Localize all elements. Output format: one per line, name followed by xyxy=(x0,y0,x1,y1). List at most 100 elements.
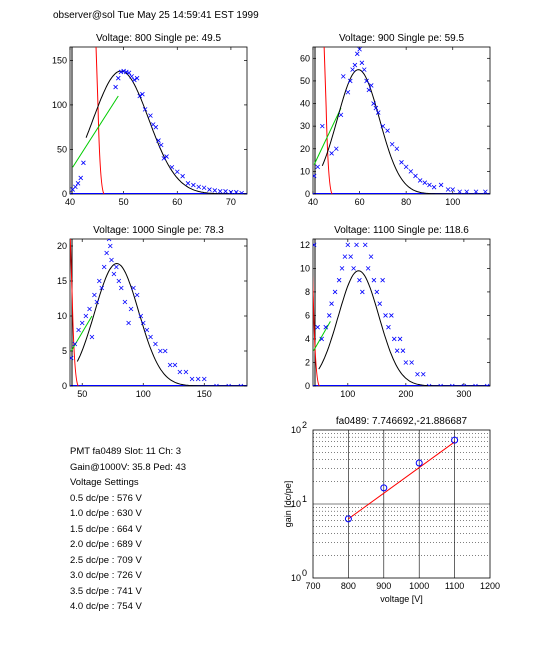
x-tick-label: 300 xyxy=(456,389,471,399)
data-point xyxy=(362,242,368,248)
data-point xyxy=(138,313,144,319)
data-point xyxy=(373,105,379,111)
low-fit-line xyxy=(313,321,331,351)
data-point xyxy=(438,383,443,386)
data-point xyxy=(113,84,118,90)
data-point xyxy=(371,277,377,283)
data-point xyxy=(140,320,146,326)
data-point xyxy=(94,299,100,305)
data-point xyxy=(161,156,167,161)
pmt-info-panel: PMT fa0489 Slot: 11 Ch: 3 Gain@1000V: 35… xyxy=(70,444,186,615)
y-tick-label: 5 xyxy=(62,346,67,356)
data-point xyxy=(238,383,244,386)
data-point xyxy=(417,178,423,183)
low-fit-line xyxy=(72,95,119,168)
data-point xyxy=(158,348,163,354)
data-point xyxy=(118,69,124,75)
data-point xyxy=(122,299,128,305)
y-tick-label: 10 xyxy=(291,499,301,509)
data-point xyxy=(354,51,360,57)
data-point xyxy=(89,334,95,340)
data-point xyxy=(148,334,153,340)
y-tick-label: 15 xyxy=(57,276,67,286)
data-point xyxy=(360,289,365,295)
data-point xyxy=(413,173,418,179)
data-point xyxy=(329,301,334,306)
data-point xyxy=(195,376,201,382)
data-point xyxy=(144,327,150,333)
data-point xyxy=(461,383,467,386)
data-point xyxy=(374,289,380,295)
x-tick-label: 700 xyxy=(305,581,320,591)
data-point xyxy=(128,306,134,312)
data-point xyxy=(131,285,136,291)
data-point xyxy=(180,173,185,179)
data-point xyxy=(185,181,191,186)
data-point xyxy=(108,243,113,249)
y-tick-label: 10 xyxy=(57,311,67,321)
data-point xyxy=(380,123,386,129)
y-tick-label: 0 xyxy=(305,381,310,391)
data-point xyxy=(399,160,404,165)
data-point xyxy=(347,78,353,84)
y-tick-label: 10 xyxy=(291,425,301,435)
plot-area xyxy=(313,239,490,386)
x-tick-label: 1100 xyxy=(445,581,464,591)
data-point xyxy=(420,371,426,377)
info-line: 2.5 dc/pe : 709 V xyxy=(70,554,142,566)
y-tick-label: 20 xyxy=(57,241,67,251)
data-point xyxy=(375,110,381,115)
data-point xyxy=(97,278,102,284)
data-point xyxy=(106,239,112,242)
data-point xyxy=(319,336,324,342)
data-point xyxy=(174,169,180,175)
pedestal-fit-line xyxy=(95,47,105,194)
gain-fit-line xyxy=(348,441,455,520)
data-point xyxy=(214,383,219,386)
data-point xyxy=(357,47,362,52)
data-point xyxy=(118,285,124,291)
data-point xyxy=(172,362,178,368)
data-point xyxy=(383,313,388,318)
chart-title: fa0489: 7.746692,-21.886687 xyxy=(336,416,468,427)
data-point xyxy=(217,189,223,194)
data-point xyxy=(226,383,231,386)
x-tick-label: 1200 xyxy=(480,581,500,591)
data-point xyxy=(132,77,137,83)
gaussian-fit-line xyxy=(321,69,490,194)
info-line: 1.5 dc/pe : 664 V xyxy=(70,523,142,535)
data-point xyxy=(156,138,161,143)
y-tick-label: 50 xyxy=(300,76,310,86)
data-point xyxy=(191,182,196,188)
data-point xyxy=(415,371,420,377)
data-point xyxy=(351,266,356,271)
header-text: observer@sol Tue May 25 14:59:41 EST 199… xyxy=(53,10,259,21)
data-point xyxy=(233,189,239,194)
data-point xyxy=(438,182,444,188)
data-point xyxy=(201,376,207,382)
data-point xyxy=(473,383,478,386)
data-point xyxy=(115,75,121,81)
data-point xyxy=(368,254,374,259)
axes-frame xyxy=(69,238,248,387)
data-point xyxy=(371,101,376,106)
y-tick-label: 4 xyxy=(305,334,310,344)
y-tick-label: 150 xyxy=(52,55,67,65)
data-point xyxy=(134,292,140,298)
data-point xyxy=(126,320,131,326)
x-tick-label: 100 xyxy=(445,197,460,207)
data-point xyxy=(342,254,348,259)
x-tick-label: 50 xyxy=(77,389,87,399)
data-point xyxy=(183,369,189,375)
chart-title: Voltage: 800 Single pe: 49.5 xyxy=(96,33,222,44)
histogram-panel-3: 50 100 150 0 5 10 15 20 Voltage: 1000 Single pe:… xyxy=(57,225,248,399)
data-point xyxy=(340,74,346,79)
data-point xyxy=(329,151,334,156)
data-point xyxy=(207,187,212,192)
data-point xyxy=(483,189,488,194)
data-point xyxy=(239,190,244,194)
gain-data-point xyxy=(380,484,388,492)
data-point xyxy=(431,184,437,190)
axes-frame xyxy=(312,46,491,195)
data-point xyxy=(73,184,78,190)
